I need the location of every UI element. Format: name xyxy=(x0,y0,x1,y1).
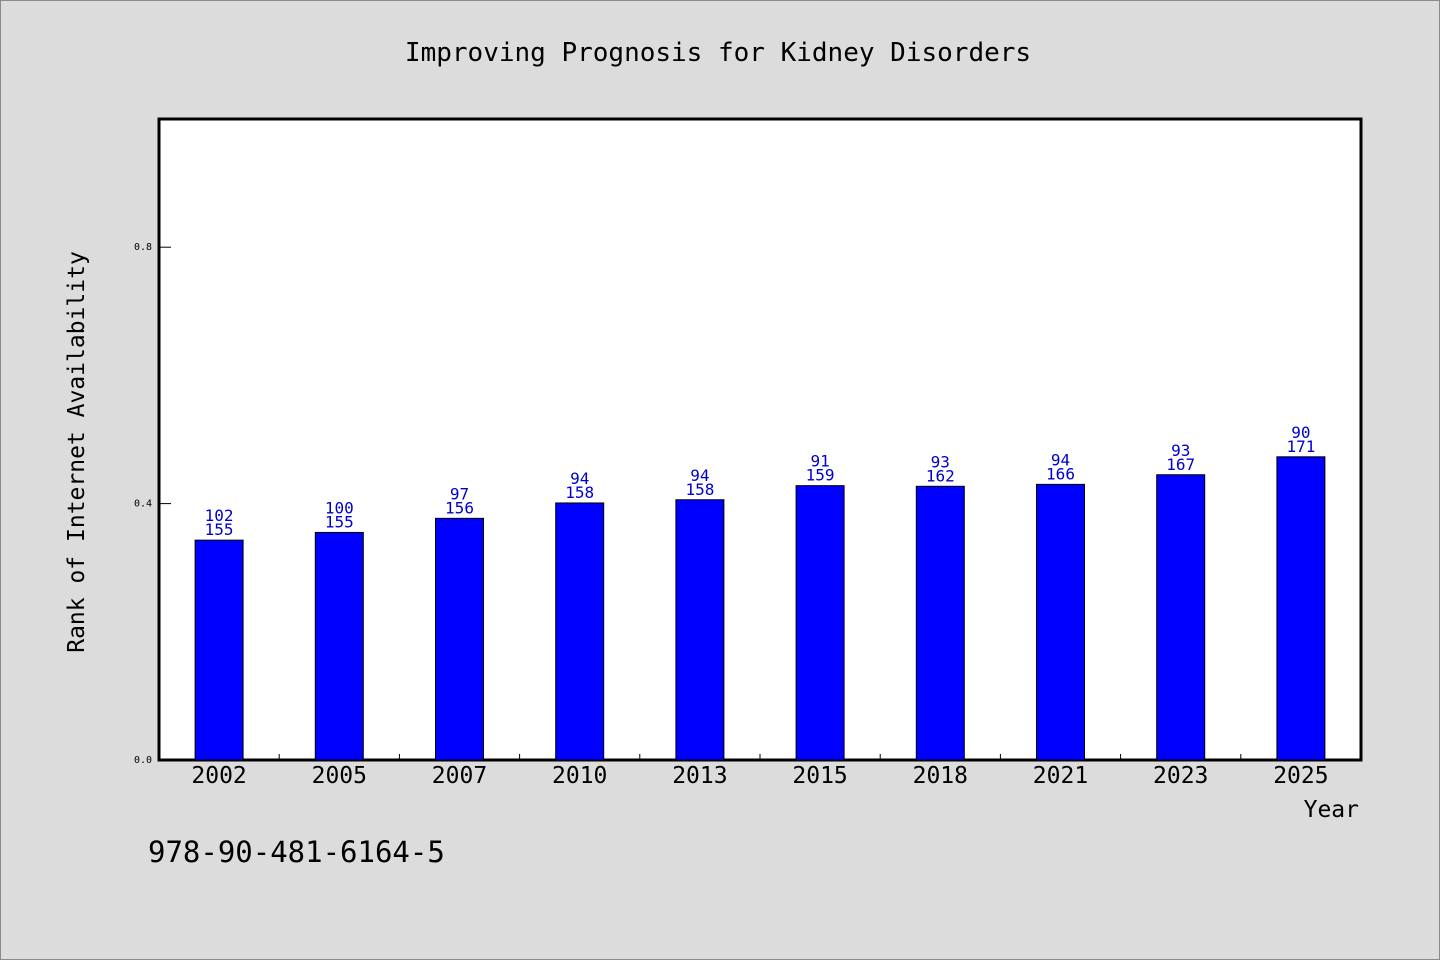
bar xyxy=(675,499,725,761)
data-label-bottom: 171 xyxy=(1286,437,1315,456)
data-label-top: 100 xyxy=(325,498,354,517)
data-label-bottom: 155 xyxy=(205,520,234,539)
y-tick-label: 0.0 xyxy=(134,755,152,766)
x-tick-label: 2023 xyxy=(1153,763,1208,789)
data-label-top: 97 xyxy=(450,484,469,503)
y-tick-label: 0.8 xyxy=(134,242,152,253)
bars xyxy=(194,456,1326,761)
bar xyxy=(1276,456,1326,761)
data-label-bottom: 159 xyxy=(806,466,835,485)
isbn-text: 978-90-481-6164-5 xyxy=(148,835,445,869)
bar xyxy=(1036,483,1085,761)
x-tick-label: 2007 xyxy=(432,763,487,789)
x-tick-label: 2002 xyxy=(191,763,246,789)
data-label-bottom: 156 xyxy=(445,498,474,517)
x-tick-label: 2013 xyxy=(672,763,727,789)
data-label-bottom: 162 xyxy=(926,466,955,485)
data-label-top: 90 xyxy=(1291,423,1310,442)
x-tick-label: 2021 xyxy=(1033,763,1088,789)
data-label-top: 93 xyxy=(1171,441,1190,460)
x-axis-label: Year xyxy=(1304,797,1359,823)
x-tick-label: 2015 xyxy=(792,763,847,789)
bar xyxy=(555,502,605,761)
x-tick-label: 2025 xyxy=(1273,763,1328,789)
data-label-bottom: 158 xyxy=(685,480,714,499)
data-label-top: 94 xyxy=(1051,450,1070,469)
y-tick-label: 0.4 xyxy=(134,499,152,510)
data-label-bottom: 167 xyxy=(1166,455,1195,474)
bar xyxy=(314,531,364,761)
data-label-top: 94 xyxy=(570,469,589,488)
data-label-bottom: 158 xyxy=(565,483,594,502)
chart-title: Improving Prognosis for Kidney Disorders xyxy=(405,38,1031,68)
data-label-bottom: 155 xyxy=(325,512,354,531)
x-tick-label: 2005 xyxy=(312,763,367,789)
data-label-top: 94 xyxy=(690,466,709,485)
bar xyxy=(1156,474,1206,761)
data-label-top: 91 xyxy=(810,452,829,471)
x-tick-label: 2010 xyxy=(552,763,607,789)
bar xyxy=(435,517,484,761)
data-labels: 1021551001559715694158941589115993162941… xyxy=(205,423,1316,539)
data-label-top: 102 xyxy=(205,506,234,525)
x-tick-label: 2018 xyxy=(913,763,968,789)
data-label-top: 93 xyxy=(931,452,950,471)
data-label-bottom: 166 xyxy=(1046,464,1075,483)
y-axis: 0.0 0.4 0.8 xyxy=(134,242,171,766)
bar xyxy=(795,485,845,761)
x-axis: 2002 2005 2007 2010 2013 2015 2018 2021 2023 2025 xyxy=(191,754,1329,789)
bar xyxy=(194,539,244,761)
bar xyxy=(915,485,965,761)
y-axis-label: Rank of Internet Availability xyxy=(64,251,90,653)
